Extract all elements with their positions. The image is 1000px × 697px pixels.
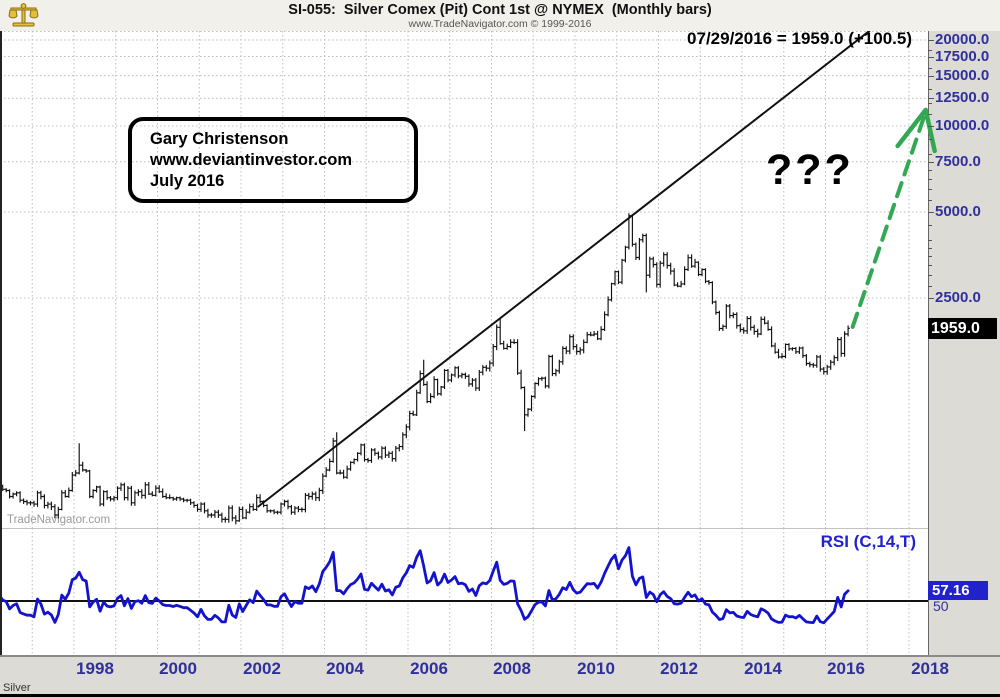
y-axis-minor-tick (928, 154, 932, 155)
y-axis-minor-tick (928, 248, 932, 249)
y-axis-label: 7500.0 (935, 152, 981, 170)
balance-scale-icon (8, 3, 39, 27)
y-axis-tick (928, 57, 934, 58)
symbol-tab-label: Silver (3, 682, 31, 694)
title-bar: SI-055: Silver Comex (Pit) Cont 1st @ NY… (0, 0, 1000, 31)
y-axis-tick (928, 40, 934, 41)
rsi-midline-label: 50 (933, 598, 949, 614)
title-block: SI-055: Silver Comex (Pit) Cont 1st @ NY… (0, 0, 1000, 30)
y-axis-tick (928, 126, 934, 127)
panel-divider[interactable] (0, 528, 928, 529)
y-axis-minor-tick (928, 114, 932, 115)
y-axis-label: 17500.0 (935, 47, 990, 65)
window-bottom-edge (0, 694, 1000, 697)
y-axis-minor-tick (928, 68, 932, 69)
last-price-badge: 1959.0 (928, 318, 997, 339)
chart-left-border (0, 31, 2, 655)
x-axis-year-label: 2010 (577, 659, 615, 678)
rsi-value-badge: 57.16 (928, 581, 988, 600)
x-axis-year-label: 2018 (911, 659, 949, 678)
y-axis-minor-tick (928, 200, 932, 201)
note-author: Gary Christenson (150, 130, 289, 148)
y-axis-minor-tick (928, 240, 932, 241)
y-axis-label: 20000.0 (935, 30, 990, 48)
y-axis-label: 12500.0 (935, 89, 990, 107)
x-axis-year-label: 2008 (493, 659, 531, 678)
y-axis-label: 15000.0 (935, 66, 990, 84)
time-axis[interactable] (0, 655, 1000, 684)
x-axis-year-label: 1998 (76, 659, 114, 678)
note-date: July 2016 (150, 172, 225, 190)
rsi-line (0, 546, 850, 625)
y-axis-tick (928, 76, 934, 77)
resistance-trendline (257, 31, 871, 508)
y-axis-minor-tick (928, 189, 932, 190)
author-note-box: Gary Christenson www.deviantinvestor.com… (128, 117, 418, 203)
y-axis-tick (928, 212, 934, 213)
rsi-title: RSI (C,14,T) (820, 532, 916, 551)
question-marks-annotation: ??? (766, 146, 854, 194)
projection-arrow-head (895, 107, 937, 154)
y-axis-minor-tick (928, 103, 932, 104)
y-axis-tick (928, 162, 934, 163)
y-axis-label: 10000.0 (935, 116, 990, 134)
y-axis-label: 5000.0 (935, 203, 981, 220)
y-axis-minor-tick (928, 179, 932, 180)
y-axis-minor-tick (928, 256, 932, 257)
rsi-indicator-panel[interactable] (0, 528, 928, 654)
chart-title: SI-055: Silver Comex (Pit) Cont 1st @ NY… (288, 2, 712, 18)
x-axis-year-label: 2012 (660, 659, 698, 678)
y-axis-minor-tick (928, 286, 932, 287)
last-bar-readout: 07/29/2016 = 1959.0 (+100.5) (687, 29, 912, 48)
y-axis-tick (928, 298, 934, 299)
y-axis-minor-tick (928, 139, 932, 140)
price-axis[interactable] (928, 31, 1000, 655)
x-axis-year-label: 2004 (326, 659, 364, 678)
price-bars (0, 213, 850, 525)
x-axis-year-label: 2006 (410, 659, 448, 678)
y-axis-minor-tick (928, 89, 932, 90)
x-axis-year-label: 2014 (744, 659, 782, 678)
watermark: TradeNavigator.com (7, 514, 111, 526)
y-axis-tick (928, 98, 934, 99)
y-axis-minor-tick (928, 265, 932, 266)
y-axis-minor-tick (928, 50, 932, 51)
x-axis-year-label: 2016 (827, 659, 865, 678)
y-axis-label: 2500.0 (935, 289, 981, 306)
y-axis-minor-tick (928, 225, 932, 226)
projection-arrow-shaft (850, 109, 928, 329)
x-axis-year-label: 2000 (159, 659, 197, 678)
y-axis-minor-tick (928, 275, 932, 276)
bottom-strip (0, 684, 1000, 694)
note-website: www.deviantinvestor.com (150, 151, 353, 169)
x-axis-year-label: 2002 (243, 659, 281, 678)
y-axis-minor-tick (928, 170, 932, 171)
chart-subtitle: www.TradeNavigator.com © 1999-2016 (408, 18, 592, 30)
price-chart-panel[interactable] (0, 31, 1000, 528)
